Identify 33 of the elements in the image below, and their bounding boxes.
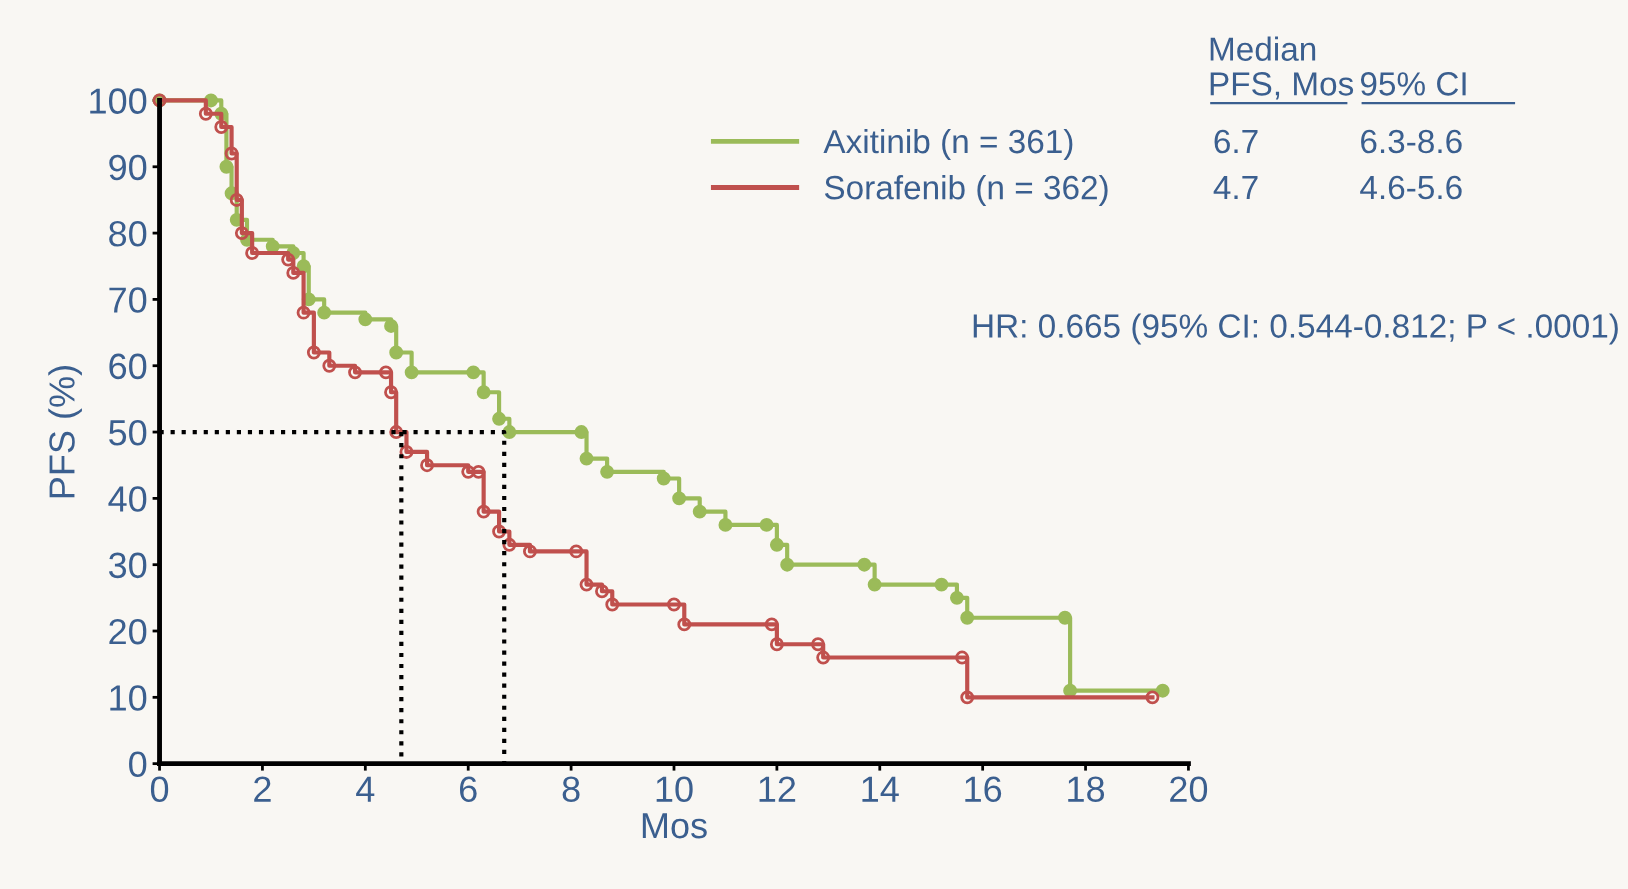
annotation: HR: 0.665 (95% CI: 0.544-0.812; P < .0001) xyxy=(973,313,1618,345)
x-tick-label: 8 xyxy=(562,776,580,802)
x-tick-label: 4 xyxy=(356,776,375,802)
legend-label: Sorafenib (n = 362) xyxy=(824,174,1108,207)
text: 6.7 xyxy=(1214,129,1258,154)
x-tick-label: 12 xyxy=(759,776,796,802)
x-tick-label: 2 xyxy=(254,776,271,802)
y-tick-label: 90 xyxy=(109,154,147,181)
y-tick-label: 20 xyxy=(109,618,147,645)
text: 95% CI xyxy=(1360,72,1466,96)
x-tick-label: 20 xyxy=(1170,776,1208,802)
y-tick-label: 10 xyxy=(110,685,147,711)
text: 6.3-8.6 xyxy=(1361,129,1462,154)
y-axis-title: PFS (%) xyxy=(48,366,82,498)
text: Median PFS, Mos xyxy=(1210,36,1354,100)
y-tick-label: 0 xyxy=(129,751,147,778)
y-tick-label: 80 xyxy=(109,220,147,247)
x-tick-label: 16 xyxy=(965,776,1002,802)
x-tick-label: 14 xyxy=(862,776,899,802)
text: 4.6-5.6 xyxy=(1360,175,1462,200)
legend-label: Axitinib (n = 361) xyxy=(823,128,1073,160)
x-tick-label: 0 xyxy=(150,776,169,802)
x-tick-label: 18 xyxy=(1068,776,1105,802)
x-axis-title: Mos xyxy=(642,813,707,839)
y-tick-label: 100 xyxy=(90,88,147,114)
y-tick-label: 70 xyxy=(109,287,147,313)
y-tick-label: 60 xyxy=(109,353,147,380)
x-tick-label: 6 xyxy=(460,776,477,802)
y-tick-label: 30 xyxy=(108,552,147,579)
y-tick-label: 50 xyxy=(109,419,147,446)
text: 4.7 xyxy=(1213,176,1258,200)
y-tick-label: 40 xyxy=(108,486,147,512)
x-tick-label: 10 xyxy=(656,776,693,802)
